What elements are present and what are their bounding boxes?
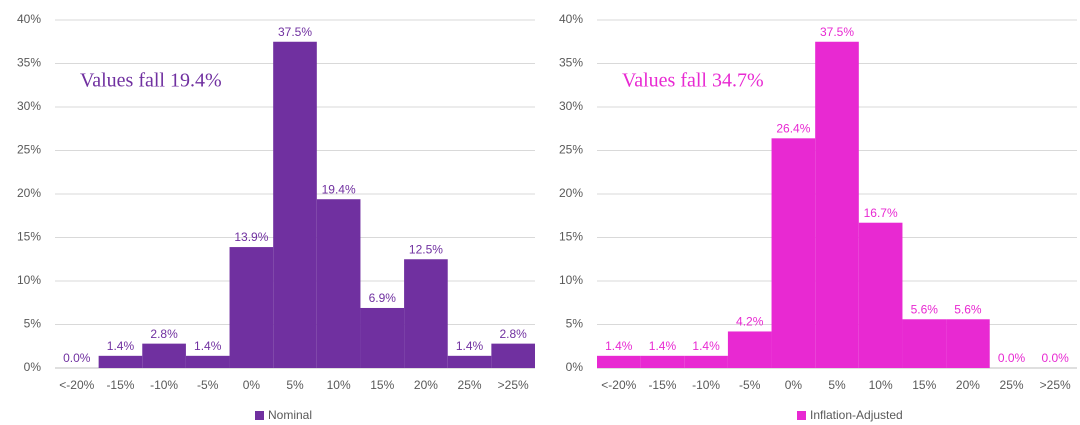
x-tick-label: -15%: [106, 378, 134, 392]
bar: [902, 319, 947, 368]
x-tick-label: >25%: [498, 378, 529, 392]
x-tick-label: 10%: [869, 378, 893, 392]
bar: [142, 343, 186, 368]
value-label: 5.6%: [911, 302, 939, 316]
value-label: 19.4%: [322, 182, 356, 196]
bar: [273, 41, 317, 368]
x-tick-label: -10%: [692, 378, 720, 392]
x-tick-label: 25%: [458, 378, 482, 392]
value-label: 2.8%: [150, 327, 178, 341]
y-tick-label: 40%: [559, 12, 583, 26]
bar: [640, 355, 685, 368]
y-tick-label: 10%: [17, 273, 41, 287]
y-tick-label: 30%: [559, 99, 583, 113]
value-label: 1.4%: [649, 339, 677, 353]
legend-swatch: [255, 411, 264, 420]
bar: [771, 138, 816, 368]
y-tick-label: 35%: [559, 56, 583, 70]
value-label: 2.8%: [500, 327, 528, 341]
value-label: 37.5%: [820, 25, 854, 39]
y-tick-label: 30%: [17, 99, 41, 113]
bar: [185, 355, 230, 368]
value-label: 5.6%: [954, 302, 982, 316]
x-tick-label: -5%: [739, 378, 761, 392]
y-tick-label: 15%: [17, 230, 41, 244]
x-tick-label: <-20%: [601, 378, 636, 392]
value-label: 0.0%: [998, 351, 1026, 365]
y-tick-label: 40%: [17, 12, 41, 26]
bar: [447, 355, 492, 368]
bar: [360, 307, 405, 368]
y-tick-label: 15%: [559, 230, 583, 244]
value-label: 16.7%: [864, 206, 898, 220]
y-tick-label: 20%: [559, 186, 583, 200]
y-tick-label: 10%: [559, 273, 583, 287]
bar: [727, 331, 772, 368]
value-label: 1.4%: [107, 339, 135, 353]
y-tick-label: 0%: [24, 360, 42, 374]
y-tick-label: 25%: [17, 143, 41, 157]
x-tick-label: 20%: [956, 378, 980, 392]
legend-swatch: [797, 411, 806, 420]
x-tick-label: -15%: [648, 378, 676, 392]
bar: [404, 259, 448, 368]
value-label: 6.9%: [369, 291, 397, 305]
annotation: Values fall 19.4%: [80, 70, 222, 92]
y-tick-label: 25%: [559, 143, 583, 157]
value-label: 12.5%: [409, 242, 443, 256]
value-label: 4.2%: [736, 315, 764, 329]
bar: [316, 199, 361, 368]
y-tick-label: 5%: [566, 317, 584, 331]
value-label: 13.9%: [234, 230, 268, 244]
value-label: 0.0%: [63, 351, 91, 365]
value-label: 1.4%: [194, 339, 222, 353]
annotation: Values fall 34.7%: [622, 70, 764, 92]
value-label: 0.0%: [1042, 351, 1070, 365]
value-label: 1.4%: [456, 339, 484, 353]
x-tick-label: 15%: [370, 378, 394, 392]
bar: [98, 355, 143, 368]
x-tick-label: 5%: [828, 378, 846, 392]
bar: [946, 319, 990, 368]
bar: [491, 343, 535, 368]
bar: [684, 355, 728, 368]
x-tick-label: 25%: [1000, 378, 1024, 392]
bar: [597, 355, 641, 368]
x-tick-label: 15%: [912, 378, 936, 392]
y-tick-label: 20%: [17, 186, 41, 200]
value-label: 37.5%: [278, 25, 312, 39]
value-label: 26.4%: [776, 121, 810, 135]
x-tick-label: >25%: [1040, 378, 1071, 392]
x-tick-label: -5%: [197, 378, 219, 392]
legend-label: Inflation-Adjusted: [810, 408, 903, 422]
x-tick-label: 20%: [414, 378, 438, 392]
value-label: 1.4%: [692, 339, 720, 353]
x-tick-label: 5%: [286, 378, 304, 392]
bar: [229, 247, 274, 368]
legend-label: Nominal: [268, 408, 312, 422]
x-tick-label: <-20%: [59, 378, 94, 392]
x-tick-label: 0%: [243, 378, 261, 392]
bar: [815, 41, 859, 368]
x-tick-label: -10%: [150, 378, 178, 392]
x-tick-label: 10%: [327, 378, 351, 392]
bar: [858, 222, 903, 368]
y-tick-label: 35%: [17, 56, 41, 70]
x-tick-label: 0%: [785, 378, 803, 392]
value-label: 1.4%: [605, 339, 633, 353]
y-tick-label: 5%: [24, 317, 42, 331]
y-tick-label: 0%: [566, 360, 584, 374]
